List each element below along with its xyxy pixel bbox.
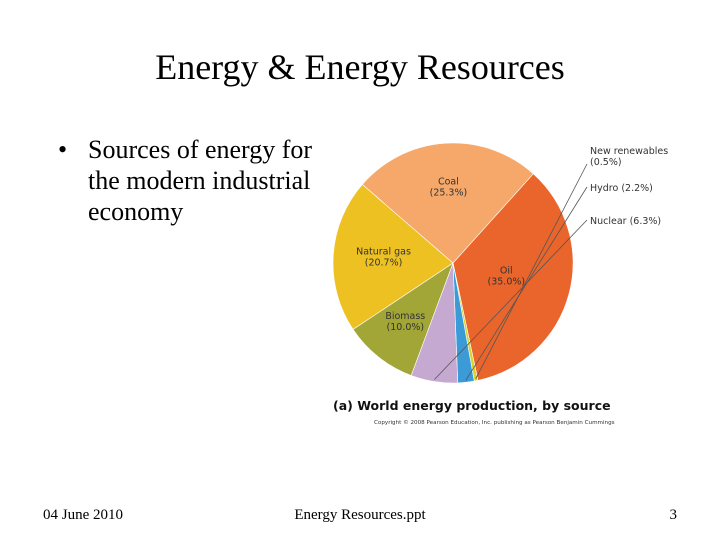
pie-slice-biomass <box>352 262 454 376</box>
pie-chart: Oil (35.0%) New renewables (0.5%) Hydro (2.2… <box>332 142 668 426</box>
bullet-text: Sources of energy for the modern industr… <box>88 135 313 226</box>
bullet-list: • Sources of energy for the modern indus… <box>58 134 318 227</box>
pie-label-oil: Oil (35.0%) <box>488 265 526 287</box>
pie-label-hydro: Hydro (2.2%) <box>590 183 653 194</box>
footer-date: 04 June 2010 <box>43 507 123 523</box>
pie-label-biomass: Biomass (10.0%) <box>385 311 425 333</box>
pie-slice-natural-gas <box>332 183 454 330</box>
bullet-icon: • <box>58 135 68 164</box>
pie-label-coal: Coal (25.3%) <box>430 177 468 199</box>
pie-labels: Oil (35.0%) New renewables (0.5%) Hydro (2.2… <box>356 146 668 381</box>
footer-filename: Energy Resources.ppt <box>294 507 426 523</box>
chart-title: (a) World energy production, by source <box>333 398 611 413</box>
pie-chart-figure: Oil (35.0%) New renewables (0.5%) Hydro (2.2… <box>318 132 690 432</box>
pie-label-nuclear: Nuclear (6.3%) <box>590 216 661 227</box>
chart-credit: Copyright © 2008 Pearson Education, Inc.… <box>374 419 615 426</box>
bullet-item: • Sources of energy for the modern indus… <box>58 134 318 227</box>
slide-title: Energy & Energy Resources <box>155 47 565 87</box>
footer-page-number: 3 <box>669 507 678 523</box>
pie-label-natural-gas: Natural gas (20.7%) <box>356 247 411 269</box>
callout-line-new-renewables <box>475 163 588 379</box>
pie-slice-coal <box>361 142 534 264</box>
callout-line-nuclear <box>434 219 588 380</box>
pie-label-new-renewables: New renewables (0.5%) <box>590 146 668 168</box>
